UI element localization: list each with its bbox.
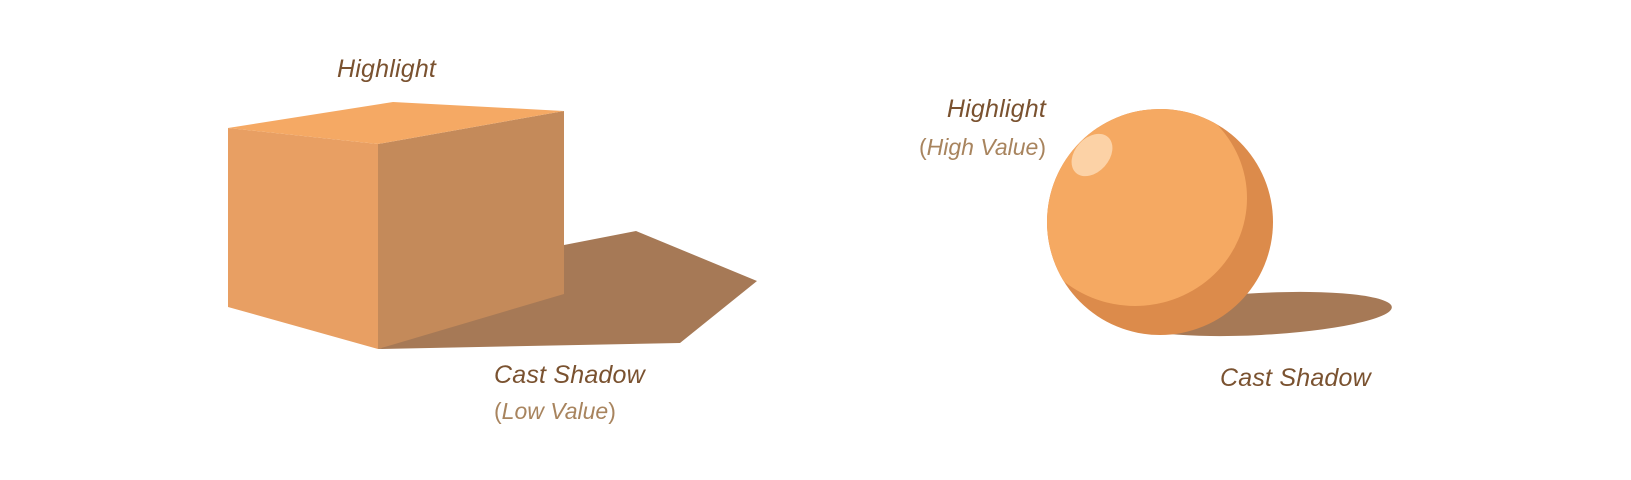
cube-highlight-label: Highlight: [337, 55, 437, 83]
sphere-value-note: (High Value): [880, 133, 1046, 161]
sphere-highlight-label: Highlight: [946, 95, 1046, 123]
sphere-lit-area: [1047, 109, 1247, 306]
open-paren: (: [918, 134, 927, 160]
open-paren: (: [494, 398, 502, 424]
cube-front-face: [228, 128, 378, 349]
cube-top-face: [228, 102, 564, 144]
close-paren: ): [608, 398, 616, 424]
cube-side-face: [378, 111, 564, 349]
low-value-text: Low Value: [501, 398, 609, 424]
close-paren: ): [1038, 134, 1046, 160]
high-value-text: High Value: [926, 134, 1039, 160]
cube-value-note: (Low Value): [494, 397, 616, 425]
cube-cast-shadow-label: Cast Shadow: [494, 361, 645, 389]
sphere-specular-highlight: [1071, 133, 1113, 177]
sphere-cast-shadow-label: Cast Shadow: [1220, 364, 1371, 392]
